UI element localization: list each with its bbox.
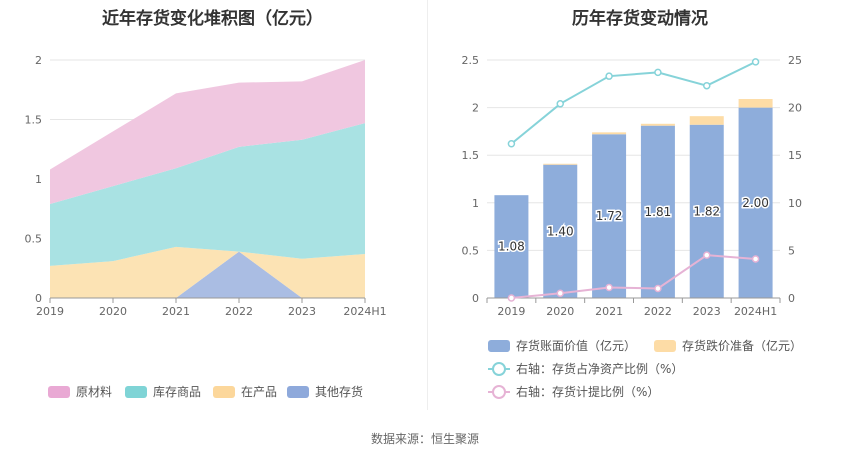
bar-data-label: 2.00: [742, 196, 769, 210]
legend-label: 库存商品: [153, 385, 202, 399]
legend-swatch: [125, 385, 147, 398]
area-其他存货: [50, 251, 365, 298]
legend-label: 其他存货: [315, 385, 364, 399]
x-tick-label: 2022: [644, 305, 672, 318]
x-tick-label: 2021: [595, 305, 623, 318]
bar-book-value: [543, 164, 578, 298]
bar-data-label: 1.40: [547, 224, 574, 238]
x-tick-label: 2021: [162, 305, 190, 318]
bar-data-label: 1.08: [498, 240, 525, 254]
bar-book-value: [738, 107, 773, 298]
legend-item: 原材料: [48, 383, 112, 400]
legend-swatch: [48, 385, 70, 398]
legend-swatch: [287, 385, 309, 398]
bar-data-label: 1.81: [645, 205, 672, 219]
bar-line-title: 历年存货变动情况: [572, 9, 708, 29]
legend-swatch: [488, 361, 510, 376]
bar-impairment-provision: [640, 123, 675, 126]
legend-swatch: [654, 339, 676, 352]
y-left-tick-label: 0: [472, 292, 479, 305]
x-tick-label: 2024H1: [343, 305, 386, 318]
y-left-tick-label: 1: [472, 197, 479, 210]
legend-label: 存货跌价准备（亿元）: [682, 339, 803, 353]
y-tick-label: 2: [35, 54, 42, 67]
bar-book-value: [689, 124, 724, 299]
bar-data-label: 1.72: [596, 209, 623, 223]
y-tick-label: 1: [35, 173, 42, 186]
line-point: [703, 81, 711, 90]
panel-divider: [427, 0, 428, 410]
y-tick-label: 1.5: [25, 114, 43, 127]
line-point: [654, 284, 662, 293]
y-right-tick-label: 25: [788, 54, 802, 67]
x-tick-label: 2024H1: [734, 305, 777, 318]
line-point: [654, 68, 662, 77]
area-原材料: [50, 60, 365, 204]
bar-line-chart: 0 0.5 1 1.5 2 2.5 0 5 10 15 20 25 1.08 1.40 1.72 1.81 1.…: [462, 54, 803, 318]
y-right-tick-label: 5: [788, 244, 795, 257]
legend-label: 原材料: [76, 385, 113, 399]
line-series: [511, 254, 756, 299]
line-series: [510, 61, 757, 145]
bar-line-panel: 历年存货变动情况 0 0.5 1 1.5 2 2.5 0 5 10 15 20 25 1.08 1.40 1…: [430, 0, 850, 410]
legend-swatch: [213, 385, 235, 398]
legend-label: 存货账面价值（亿元）: [516, 339, 637, 353]
y-left-tick-label: 2: [472, 102, 479, 115]
legend-label: 右轴：存货计提比例（%）: [516, 385, 660, 399]
legend-swatch: [488, 384, 510, 399]
y-tick-label: 0: [35, 292, 42, 305]
x-tick-label: 2019: [497, 305, 525, 318]
y-right-tick-label: 0: [788, 292, 795, 305]
legend-item: 右轴：存货计提比例（%）: [488, 383, 659, 400]
legend-item: 其他存货: [287, 383, 363, 400]
x-tick-label: 2020: [99, 305, 127, 318]
x-tick-label: 2020: [546, 305, 574, 318]
line-point: [751, 58, 760, 66]
line-point: [703, 251, 711, 259]
line-point: [556, 100, 564, 108]
y-tick-label: 0.5: [25, 233, 43, 246]
area-在产品: [50, 246, 365, 298]
line-point: [751, 255, 760, 263]
bar-data-label: 1.82: [693, 204, 720, 218]
area-库存商品: [50, 123, 365, 266]
x-tick-label: 2023: [288, 305, 316, 318]
bar-impairment-provision: [543, 163, 578, 165]
y-right-tick-label: 20: [788, 102, 802, 115]
y-right-tick-label: 15: [788, 149, 802, 162]
legend-item: 存货跌价准备（亿元）: [654, 337, 802, 354]
bar-book-value: [494, 195, 529, 298]
x-tick-label: 2022: [225, 305, 253, 318]
stacked-area-title: 近年存货变化堆积图（亿元）: [102, 9, 323, 29]
line-point: [507, 294, 516, 302]
x-tick-label: 2019: [36, 305, 64, 318]
stacked-area-chart: 0 0.5 1 1.5 2 2019 2020 2021 2022 2023 2024H1: [25, 54, 387, 318]
legend-item: 存货账面价值（亿元）: [488, 337, 636, 354]
bar-impairment-provision: [738, 99, 773, 108]
line-point: [605, 72, 613, 80]
line-point: [507, 140, 516, 148]
bar-book-value: [640, 125, 675, 298]
line-point: [605, 283, 613, 292]
legend-item: 在产品: [213, 383, 277, 400]
data-source: 数据来源：恒生聚源: [370, 432, 479, 446]
legend-label: 在产品: [241, 385, 278, 399]
y-left-tick-label: 0.5: [462, 244, 480, 257]
y-right-tick-label: 10: [788, 197, 802, 210]
bar-book-value: [592, 134, 627, 298]
y-left-tick-label: 2.5: [462, 54, 480, 67]
x-tick-label: 2023: [693, 305, 721, 318]
legend-item: 右轴：存货占净资产比例（%）: [488, 360, 683, 377]
legend-label: 右轴：存货占净资产比例（%）: [516, 362, 684, 376]
bar-impairment-provision: [592, 132, 627, 135]
stacked-area-panel: 近年存货变化堆积图（亿元） 0 0.5 1 1.5 2 2019 2020 2021 2022 2…: [0, 0, 425, 410]
y-left-tick-label: 1.5: [462, 149, 480, 162]
bar-impairment-provision: [689, 116, 724, 125]
line-point: [556, 289, 564, 297]
legend-item: 库存商品: [125, 383, 201, 400]
legend-swatch: [488, 339, 510, 352]
